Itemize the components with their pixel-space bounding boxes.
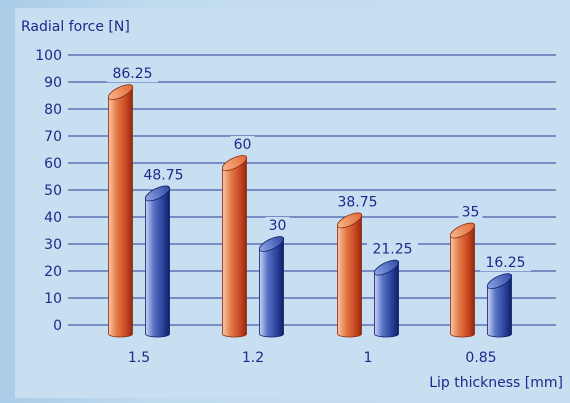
x-axis-title: Lip thickness [mm]: [429, 375, 563, 391]
bar: [449, 222, 476, 338]
y-tick-label: 20: [44, 264, 62, 280]
data-label: 30: [269, 218, 287, 234]
y-tick-label: 80: [44, 102, 62, 118]
y-tick-label: 70: [44, 129, 62, 145]
bar: [221, 155, 248, 338]
bar-body: [374, 260, 399, 338]
bar: [486, 273, 513, 338]
y-tick-label: 40: [44, 210, 62, 226]
bar-body: [337, 213, 362, 338]
bar-body: [108, 85, 133, 338]
bar: [258, 236, 285, 338]
y-tick-label: 90: [44, 75, 62, 91]
y-tick-label: 0: [53, 318, 62, 334]
bar: [336, 212, 363, 338]
bar: [373, 259, 400, 338]
y-tick-label: 10: [44, 291, 62, 307]
y-tick-label: 60: [44, 156, 62, 172]
bar-top: [373, 259, 400, 276]
data-label-bg: [332, 193, 383, 211]
bar-top: [107, 84, 134, 101]
y-axis-title: Radial force [N]: [21, 19, 130, 35]
bar-body: [487, 274, 512, 338]
bar-body: [450, 223, 475, 338]
x-tick-label: 1.5: [128, 350, 150, 366]
x-tick-label: 0.85: [465, 350, 496, 366]
data-label: 16.25: [485, 255, 525, 271]
data-label: 60: [234, 137, 252, 153]
data-label-bg: [367, 240, 418, 258]
y-tick-label: 100: [35, 48, 62, 64]
data-label: 48.75: [143, 167, 183, 183]
bar-top: [336, 212, 363, 229]
data-label: 21.25: [372, 242, 412, 258]
data-label: 86.25: [112, 66, 152, 82]
bar-body: [145, 186, 170, 338]
data-label-bg: [480, 254, 531, 272]
data-label-bg: [265, 217, 290, 234]
data-label: 38.75: [337, 194, 377, 210]
x-tick-label: 1.2: [242, 350, 264, 366]
y-tick-label: 50: [44, 183, 62, 199]
data-label: 35: [462, 205, 480, 221]
data-label-bg: [107, 65, 158, 83]
data-label-bg: [230, 136, 255, 153]
bar-body: [222, 156, 247, 338]
bar-top: [486, 273, 513, 290]
bar-top: [449, 222, 476, 239]
data-label-bg: [138, 166, 189, 184]
bar: [107, 84, 134, 338]
bar-top: [221, 155, 248, 171]
data-label-bg: [458, 203, 483, 221]
bar-top: [144, 185, 171, 202]
bar: [144, 185, 171, 338]
y-tick-label: 30: [44, 237, 62, 253]
bar-top: [258, 236, 285, 252]
x-tick-label: 1: [364, 350, 373, 366]
bar-body: [259, 237, 284, 338]
